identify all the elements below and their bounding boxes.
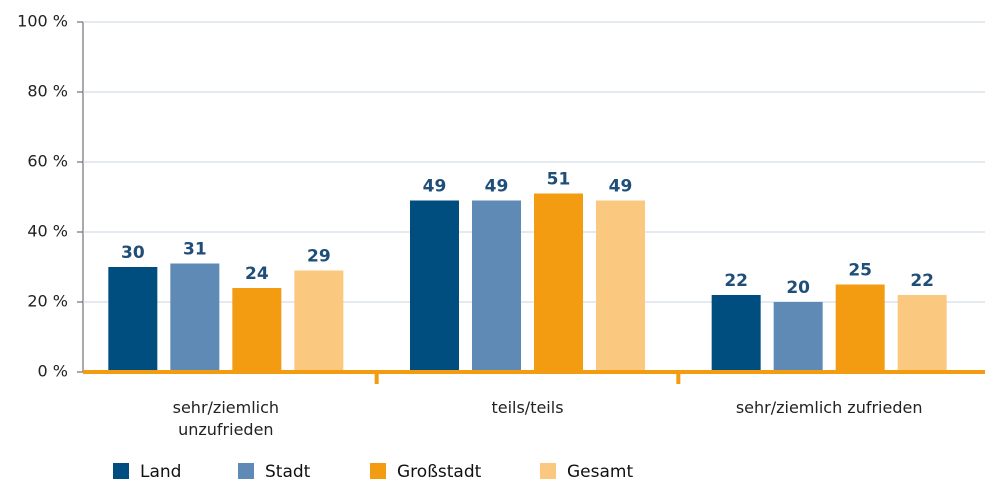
data-label: 20 [786, 278, 810, 298]
y-tick-label: 100 % [17, 12, 68, 31]
data-label: 22 [724, 271, 748, 291]
y-tick-label: 0 % [38, 362, 68, 381]
bar [472, 200, 521, 372]
x-tick-label: teils/teils [491, 398, 564, 417]
y-tick-label: 80 % [27, 82, 68, 101]
bar [711, 295, 761, 372]
legend-swatch [370, 463, 386, 479]
legend-label: Land [140, 462, 181, 482]
data-label: 24 [245, 264, 269, 284]
bar [410, 200, 459, 372]
legend-label: Gesamt [567, 462, 633, 482]
bar [835, 284, 885, 372]
bar [773, 302, 823, 372]
data-label: 29 [307, 247, 331, 267]
y-tick-label: 20 % [27, 292, 68, 311]
data-label: 49 [485, 177, 509, 197]
legend-swatch [238, 463, 254, 479]
x-tick-label: sehr/ziemlich zufrieden [735, 398, 923, 417]
data-label: 49 [609, 177, 633, 197]
bar [232, 288, 282, 372]
legend-label: Stadt [265, 462, 311, 482]
bar [897, 295, 947, 372]
bar [534, 193, 583, 372]
y-tick-label: 40 % [27, 222, 68, 241]
data-label: 31 [183, 240, 207, 260]
x-tick-label: sehr/ziemlich unzufrieden [172, 398, 280, 439]
data-label: 49 [423, 177, 447, 197]
bar [294, 270, 344, 372]
data-label: 51 [547, 170, 571, 190]
y-tick-label: 60 % [27, 152, 68, 171]
legend-swatch [540, 463, 556, 479]
data-label: 22 [910, 271, 934, 291]
bar [596, 200, 645, 372]
data-label: 25 [848, 261, 872, 281]
legend-swatch [113, 463, 129, 479]
data-label: 30 [121, 243, 145, 263]
legend-label: Großstadt [397, 462, 482, 482]
bar [108, 267, 158, 372]
bar [170, 263, 220, 372]
